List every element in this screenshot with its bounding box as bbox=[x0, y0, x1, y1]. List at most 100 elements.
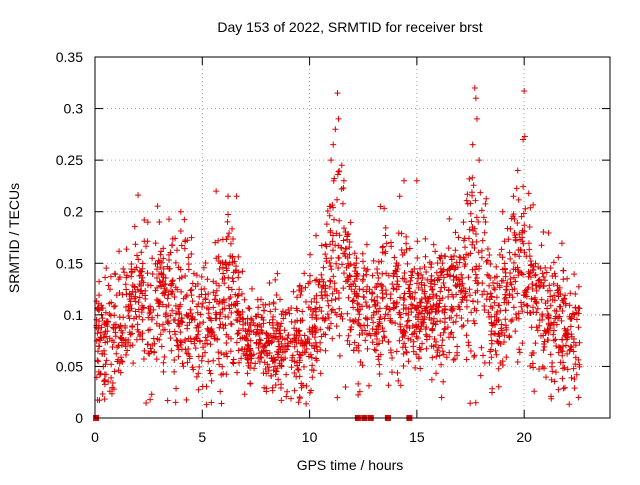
data-point bbox=[550, 321, 557, 328]
data-point bbox=[99, 390, 106, 397]
data-point bbox=[327, 241, 334, 248]
data-point bbox=[225, 302, 232, 309]
data-point bbox=[351, 339, 358, 346]
data-point bbox=[291, 369, 298, 376]
data-point bbox=[205, 306, 212, 313]
data-point bbox=[467, 250, 474, 257]
data-point bbox=[129, 322, 136, 329]
data-point bbox=[381, 334, 388, 341]
data-point bbox=[208, 399, 215, 406]
data-point bbox=[513, 311, 520, 318]
data-point bbox=[471, 352, 478, 359]
data-point bbox=[512, 237, 519, 244]
data-point bbox=[347, 219, 354, 226]
data-point bbox=[357, 359, 364, 366]
data-point bbox=[423, 304, 430, 311]
data-point bbox=[459, 296, 466, 303]
data-point bbox=[386, 306, 393, 313]
data-point bbox=[516, 253, 523, 260]
data-point bbox=[312, 339, 319, 346]
data-point bbox=[388, 243, 395, 250]
data-point bbox=[169, 307, 176, 314]
data-point bbox=[252, 360, 259, 367]
data-point bbox=[439, 260, 446, 267]
data-point bbox=[422, 331, 429, 338]
data-point bbox=[373, 283, 380, 290]
data-point bbox=[184, 359, 191, 366]
y-axis-label: SRMTID / TECUs bbox=[6, 183, 22, 293]
data-point bbox=[234, 369, 241, 376]
data-point bbox=[514, 220, 521, 227]
data-point bbox=[291, 387, 298, 394]
data-point bbox=[575, 304, 582, 311]
data-point bbox=[206, 299, 213, 306]
data-point bbox=[244, 356, 251, 363]
data-point bbox=[422, 294, 429, 301]
data-point bbox=[298, 380, 305, 387]
data-point bbox=[225, 211, 232, 218]
data-point bbox=[293, 373, 300, 380]
data-point bbox=[413, 307, 420, 314]
data-point bbox=[219, 363, 226, 370]
data-point bbox=[139, 265, 146, 272]
data-point bbox=[277, 346, 284, 353]
data-point bbox=[239, 290, 246, 297]
data-point bbox=[216, 266, 223, 273]
data-point bbox=[307, 272, 314, 279]
data-point bbox=[550, 259, 557, 266]
data-point bbox=[467, 200, 474, 207]
data-point bbox=[113, 350, 120, 357]
data-point bbox=[289, 354, 296, 361]
data-point bbox=[547, 325, 554, 332]
data-point bbox=[432, 248, 439, 255]
data-point bbox=[466, 175, 473, 182]
data-point bbox=[145, 350, 152, 357]
data-point bbox=[159, 321, 166, 328]
data-point bbox=[428, 272, 435, 279]
data-point bbox=[219, 236, 226, 243]
data-point bbox=[526, 253, 533, 260]
data-point bbox=[572, 361, 579, 368]
data-point bbox=[247, 359, 254, 366]
data-point bbox=[267, 308, 274, 315]
data-point bbox=[359, 250, 366, 257]
data-point bbox=[438, 342, 445, 349]
data-point bbox=[539, 316, 546, 323]
data-point bbox=[417, 365, 424, 372]
data-point bbox=[176, 303, 183, 310]
data-point bbox=[441, 309, 448, 316]
data-point bbox=[325, 302, 332, 309]
data-point bbox=[394, 278, 401, 285]
data-point bbox=[486, 282, 493, 289]
data-point bbox=[403, 233, 410, 240]
data-point bbox=[496, 284, 503, 291]
data-point bbox=[375, 340, 382, 347]
data-point bbox=[514, 167, 521, 174]
data-point bbox=[362, 337, 369, 344]
data-point bbox=[527, 363, 534, 370]
data-point bbox=[567, 343, 574, 350]
data-point bbox=[471, 320, 478, 327]
data-point bbox=[430, 343, 437, 350]
data-point bbox=[274, 325, 281, 332]
data-point bbox=[423, 268, 430, 275]
data-point bbox=[510, 193, 517, 200]
data-point bbox=[158, 343, 165, 350]
data-point bbox=[294, 317, 301, 324]
data-point bbox=[363, 271, 370, 278]
data-point bbox=[273, 368, 280, 375]
data-point bbox=[160, 245, 167, 252]
data-point bbox=[340, 270, 347, 277]
data-point bbox=[474, 275, 481, 282]
data-point bbox=[433, 370, 440, 377]
data-point bbox=[221, 280, 228, 287]
data-point bbox=[168, 290, 175, 297]
data-point bbox=[274, 321, 281, 328]
data-point bbox=[255, 311, 262, 318]
data-point bbox=[383, 291, 390, 298]
data-point bbox=[415, 284, 422, 291]
data-point bbox=[475, 218, 482, 225]
data-point bbox=[452, 247, 459, 254]
data-point bbox=[465, 339, 472, 346]
data-point bbox=[558, 240, 565, 247]
